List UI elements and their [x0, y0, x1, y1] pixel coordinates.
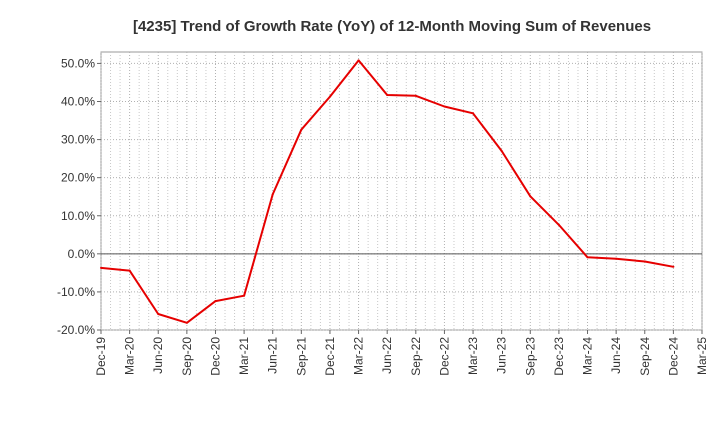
x-tick-label: Dec-22: [437, 337, 451, 376]
data-point: [357, 59, 360, 62]
x-tick-label: Sep-22: [409, 337, 423, 376]
x-tick-label: Sep-20: [180, 337, 194, 376]
x-tick-label: Dec-21: [323, 337, 337, 376]
y-tick-label: 10.0%: [61, 209, 95, 223]
series-layer: [100, 59, 675, 324]
data-point: [615, 257, 618, 260]
data-point: [243, 294, 246, 297]
data-point: [100, 266, 102, 269]
data-point: [214, 300, 217, 303]
data-point: [386, 94, 389, 97]
x-tick-label: Jun-23: [495, 337, 509, 374]
y-tick-label: 0.0%: [68, 247, 96, 261]
y-tick-label: -10.0%: [57, 285, 95, 299]
data-point: [586, 256, 589, 259]
x-tick-label: Dec-19: [94, 337, 108, 376]
data-point: [672, 265, 675, 268]
plot-area: [100, 51, 703, 331]
x-tick-label: Jun-22: [380, 337, 394, 374]
x-axis-ticks: Dec-19 Mar-20 Jun-20 Sep-20 Dec-20 Mar-21 Jun-…: [94, 330, 709, 376]
data-point: [271, 193, 274, 196]
x-tick-label: Mar-21: [237, 337, 251, 375]
data-point: [157, 313, 160, 316]
x-tick-label: Sep-23: [523, 337, 537, 376]
x-tick-label: Mar-22: [352, 337, 366, 375]
x-tick-label: Jun-21: [266, 337, 280, 374]
y-tick-label: -20.0%: [57, 323, 95, 337]
x-tick-label: Sep-24: [638, 337, 652, 376]
y-tick-label: 30.0%: [61, 133, 95, 147]
data-point: [185, 321, 188, 324]
data-point: [472, 112, 475, 115]
data-point: [643, 260, 646, 263]
y-axis-ticks: -20.0% -10.0% 0.0% 10.0% 20.0% 30.0% 40.0% 50.0…: [57, 56, 101, 337]
x-tick-label: Jun-24: [609, 337, 623, 374]
y-tick-label: 40.0%: [61, 95, 95, 109]
data-point: [500, 150, 503, 153]
data-point: [128, 269, 131, 272]
y-tick-label: 50.0%: [61, 56, 95, 70]
chart-title: [4235] Trend of Growth Rate (YoY) of 12-…: [133, 18, 651, 35]
x-tick-label: Jun-20: [151, 337, 165, 374]
data-point: [529, 195, 532, 198]
x-tick-label: Mar-20: [123, 337, 137, 375]
x-tick-label: Dec-24: [666, 337, 680, 376]
data-point: [414, 94, 417, 97]
x-tick-label: Mar-24: [581, 337, 595, 375]
x-tick-label: Dec-23: [552, 337, 566, 376]
data-point: [557, 223, 560, 226]
x-tick-label: Sep-21: [294, 337, 308, 376]
x-tick-label: Mar-25: [695, 337, 709, 375]
gridlines: [100, 52, 703, 331]
y-tick-label: 20.0%: [61, 171, 95, 185]
data-point: [328, 95, 331, 98]
data-point: [300, 128, 303, 131]
data-point: [443, 105, 446, 108]
x-tick-label: Dec-20: [208, 337, 222, 376]
x-tick-label: Mar-23: [466, 337, 480, 375]
